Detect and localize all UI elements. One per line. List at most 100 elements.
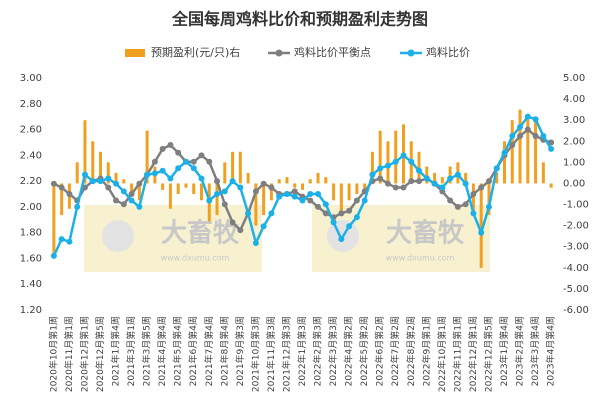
point bbox=[175, 165, 182, 172]
bar bbox=[495, 172, 499, 184]
point bbox=[478, 184, 485, 191]
point bbox=[175, 149, 182, 156]
point bbox=[517, 123, 524, 130]
point bbox=[136, 203, 143, 210]
point bbox=[89, 178, 96, 185]
point bbox=[159, 167, 166, 174]
y-tick-label: 2.00 bbox=[20, 202, 42, 213]
point bbox=[260, 223, 267, 230]
point bbox=[423, 175, 430, 182]
point bbox=[330, 219, 337, 226]
bar bbox=[231, 151, 235, 184]
bar bbox=[526, 115, 530, 184]
legend-label: 预期盈利(元/只)右 bbox=[151, 45, 240, 59]
point bbox=[221, 188, 228, 195]
point bbox=[245, 210, 252, 217]
y2-tick-label: -4.00 bbox=[563, 263, 589, 274]
y-tick-label: 2.20 bbox=[20, 176, 42, 187]
point bbox=[338, 210, 345, 217]
point bbox=[524, 113, 531, 120]
y-tick-label: 2.60 bbox=[20, 125, 42, 136]
point bbox=[532, 116, 539, 123]
bar bbox=[518, 109, 522, 184]
y-tick-label: 2.80 bbox=[20, 99, 42, 110]
bar bbox=[192, 183, 196, 194]
point bbox=[229, 219, 236, 226]
bar bbox=[301, 183, 304, 190]
x-tick-label: 2022年1月第3周 bbox=[296, 316, 308, 386]
bar bbox=[83, 120, 87, 184]
bar bbox=[176, 183, 180, 194]
point bbox=[113, 180, 120, 187]
point bbox=[454, 203, 461, 210]
y-tick-label: 1.20 bbox=[20, 305, 42, 316]
bar bbox=[324, 177, 328, 184]
x-tick-label: 2021年5月第4周 bbox=[172, 316, 184, 386]
bar bbox=[114, 172, 118, 184]
bar bbox=[215, 183, 219, 216]
watermark: 大畜牧 www.dxumu.com 大畜牧 www.dxumu.com bbox=[84, 205, 490, 272]
bar bbox=[269, 183, 273, 201]
point bbox=[159, 145, 166, 152]
bar bbox=[168, 183, 172, 209]
bar bbox=[161, 183, 165, 190]
point bbox=[377, 165, 384, 172]
point bbox=[377, 175, 384, 182]
bar bbox=[471, 183, 475, 216]
point bbox=[190, 158, 197, 165]
bar bbox=[60, 183, 64, 216]
bar bbox=[370, 151, 374, 184]
point bbox=[416, 167, 423, 174]
point bbox=[338, 236, 345, 243]
x-tick-label: 2021年1月第4周 bbox=[110, 316, 122, 386]
point bbox=[268, 184, 275, 191]
bar bbox=[106, 162, 110, 184]
point bbox=[299, 197, 306, 204]
bar bbox=[246, 172, 250, 184]
bar bbox=[394, 130, 398, 184]
watermark-brand: 大畜牧 bbox=[386, 218, 465, 249]
point bbox=[315, 203, 322, 210]
point bbox=[307, 197, 314, 204]
point bbox=[408, 178, 415, 185]
bar bbox=[238, 151, 242, 184]
point bbox=[322, 201, 329, 208]
point bbox=[198, 175, 205, 182]
x-tick-label: 2023年2月第4周 bbox=[514, 316, 526, 386]
y2-tick-label: -3.00 bbox=[563, 242, 589, 253]
point bbox=[470, 191, 477, 197]
point bbox=[353, 214, 360, 221]
legend-label: 鸡料比价平衡点 bbox=[294, 45, 371, 59]
bar bbox=[200, 183, 203, 201]
bar bbox=[285, 177, 289, 184]
bar bbox=[363, 183, 367, 190]
bar bbox=[308, 179, 312, 184]
point bbox=[167, 175, 174, 182]
bar bbox=[52, 183, 56, 258]
point bbox=[58, 236, 65, 243]
legend-swatch bbox=[125, 49, 145, 57]
point bbox=[439, 184, 446, 191]
y2-tick-label: -1.00 bbox=[563, 200, 589, 211]
bar bbox=[510, 120, 514, 184]
bar bbox=[549, 183, 553, 188]
point bbox=[66, 191, 73, 197]
point bbox=[532, 133, 539, 139]
point bbox=[182, 158, 189, 165]
y-tick-label: 3.00 bbox=[20, 73, 42, 84]
bar bbox=[99, 151, 102, 184]
y-tick-label: 1.80 bbox=[20, 228, 42, 239]
point bbox=[462, 180, 469, 187]
x-tick-label: 2021年3月第1周 bbox=[125, 316, 137, 386]
x-tick-label: 2021年10月第3周 bbox=[249, 316, 261, 392]
point bbox=[66, 238, 73, 245]
x-tick-label: 2020年12月第1周 bbox=[78, 316, 90, 392]
point bbox=[392, 158, 399, 165]
bar bbox=[534, 120, 538, 184]
point bbox=[400, 152, 407, 159]
point bbox=[509, 142, 516, 149]
x-tick-label: 2022年11月第1周 bbox=[451, 316, 463, 392]
x-tick-label: 2023年1月第4周 bbox=[498, 316, 510, 386]
x-tick-label: 2021年6月第4周 bbox=[187, 316, 199, 386]
